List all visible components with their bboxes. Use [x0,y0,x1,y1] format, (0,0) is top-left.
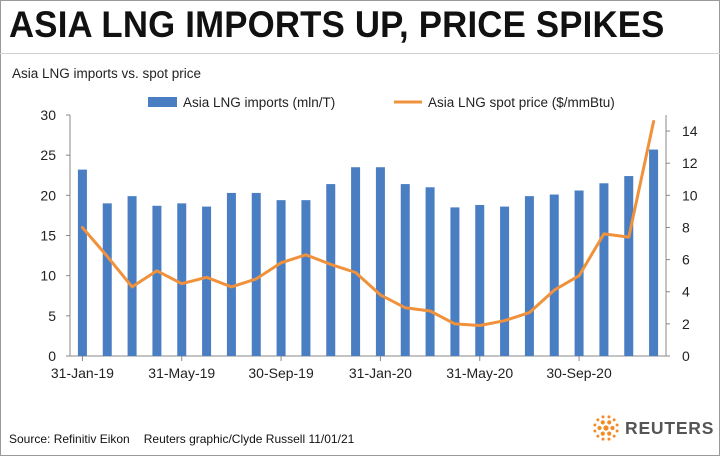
right-axis-tick-label: 4 [682,284,690,300]
import-bar [326,184,336,356]
logo-dot [607,420,612,425]
source-note: Source: Refinitiv Eikon [9,432,130,446]
footer-text: Source: Refinitiv Eikon Reuters graphic/C… [9,432,354,446]
logo-dot [596,434,600,438]
logo-dot [596,418,600,422]
import-bar [599,183,609,356]
import-bar [226,192,236,356]
right-axis-tick-label: 12 [682,155,698,171]
logo-dot [601,415,605,419]
x-axis-tick-label: 30-Sep-20 [546,365,612,381]
logo-dot [593,429,597,433]
left-axis-tick-label: 10 [40,268,56,284]
legend-price-label: Asia LNG spot price ($/mmBtu) [428,95,615,110]
right-axis-tick-label: 14 [682,123,698,139]
chart-subtitle: Asia LNG imports vs. spot price [12,66,202,81]
import-bar [450,207,460,356]
import-bar [425,187,435,356]
x-axis-tick-label: 31-Jan-19 [51,365,114,381]
logo-dot [600,420,605,425]
import-bar [77,169,87,356]
import-bar [202,206,212,356]
headline: ASIA LNG IMPORTS UP, PRICE SPIKES [9,4,665,45]
import-bar [624,176,634,356]
import-bar [524,196,534,356]
import-bar [276,200,286,356]
import-bar [475,204,485,356]
logo-dot [600,431,605,436]
headline-divider [0,53,720,54]
import-bar [351,167,361,356]
left-axis-tick-label: 30 [40,107,56,123]
right-axis-tick-label: 6 [682,252,690,268]
logo-dot [612,418,616,422]
left-axis-tick-label: 15 [40,228,56,244]
legend-bar-swatch [148,97,177,107]
logo-dot [597,425,602,431]
import-bar [102,203,112,356]
x-axis-tick-label: 31-Jan-20 [349,365,412,381]
import-bar [500,206,510,356]
logo-dot [593,423,597,427]
left-axis-tick-label: 20 [40,187,56,203]
import-bar [549,194,559,356]
logo-dot [610,425,615,431]
reuters-logo: REUTERS [592,414,714,442]
left-axis-tick-label: 25 [40,147,56,163]
right-axis-tick-label: 0 [682,348,690,364]
logo-dot [603,425,609,431]
logo-dot [607,437,611,441]
import-bar [127,196,137,356]
logo-dot [607,415,611,419]
logo-dot [615,423,619,427]
left-axis-tick-label: 0 [48,348,56,364]
import-bar [177,203,187,356]
x-axis-tick-label: 31-May-19 [148,365,215,381]
reuters-wordmark: REUTERS [625,417,715,438]
import-bar [152,205,162,356]
import-bar [251,192,261,356]
logo-dot [607,431,612,436]
reuters-dots-icon [593,415,619,441]
right-axis-tick-label: 8 [682,219,690,235]
import-bar [400,184,410,356]
x-axis-tick-label: 30-Sep-19 [248,365,314,381]
left-axis-tick-label: 5 [48,308,56,324]
x-axis-tick-label: 31-May-20 [446,365,513,381]
import-bar [649,149,659,356]
logo-dot [601,437,605,441]
right-axis-tick-label: 2 [682,316,690,332]
graphic-credit: Reuters graphic/Clyde Russell 11/01/21 [143,432,355,446]
legend-imports-label: Asia LNG imports (mln/T) [183,95,335,110]
spot-price-line [80,119,656,327]
import-bar [375,167,385,356]
logo-dot [615,429,619,433]
logo-dot [612,434,616,438]
import-bar [301,200,311,356]
right-axis-tick-label: 10 [682,187,698,203]
